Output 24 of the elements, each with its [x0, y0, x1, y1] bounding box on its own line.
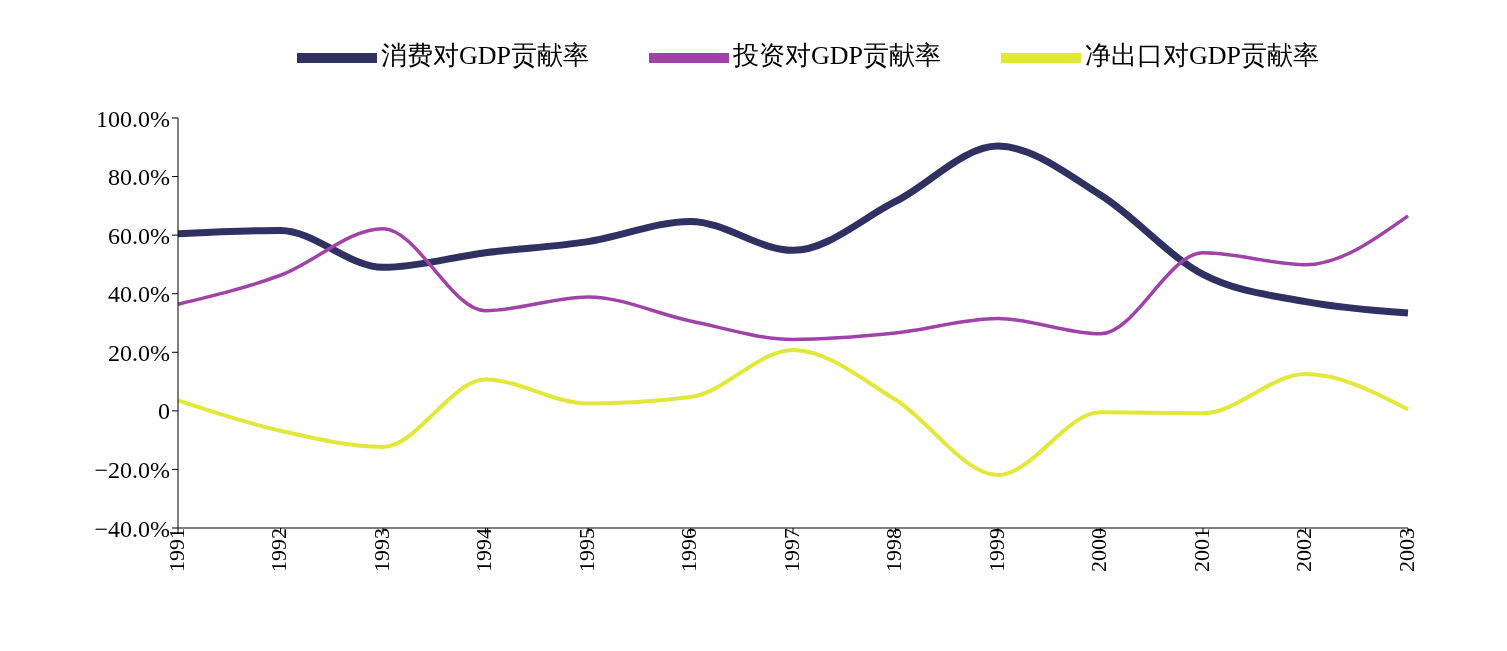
- legend-label: 投资对GDP贡献率: [732, 40, 941, 70]
- x-tick-label: 2000: [1086, 528, 1112, 572]
- line-series: [176, 347, 1410, 477]
- y-tick-label: 20.0%: [108, 339, 170, 366]
- line-series: [176, 214, 1410, 342]
- x-tick-label: 1995: [573, 528, 599, 572]
- y-tick-label: −20.0%: [94, 456, 170, 483]
- x-tick-label: 1992: [266, 528, 292, 572]
- y-tick-label: 60.0%: [108, 222, 170, 249]
- x-tick-label: 1996: [676, 528, 702, 572]
- x-tick-label: 2003: [1393, 528, 1419, 572]
- x-tick-label: 1993: [368, 528, 394, 572]
- x-tick-label: 2001: [1188, 528, 1214, 572]
- y-tick-label: 80.0%: [108, 164, 170, 191]
- y-tick-label: 0: [158, 398, 170, 425]
- legend-label: 净出口对GDP贡献率: [1085, 40, 1320, 70]
- x-tick-label: 1998: [881, 528, 907, 572]
- y-tick-label: 40.0%: [108, 281, 170, 308]
- x-tick-label: 1997: [778, 528, 804, 572]
- x-tick-label: 1994: [471, 528, 497, 572]
- x-tick-label: 2002: [1291, 528, 1317, 572]
- x-tick-label: 1999: [983, 528, 1009, 572]
- legend-label: 消费对GDP贡献率: [380, 40, 589, 70]
- y-tick-label: 100.0%: [96, 105, 170, 132]
